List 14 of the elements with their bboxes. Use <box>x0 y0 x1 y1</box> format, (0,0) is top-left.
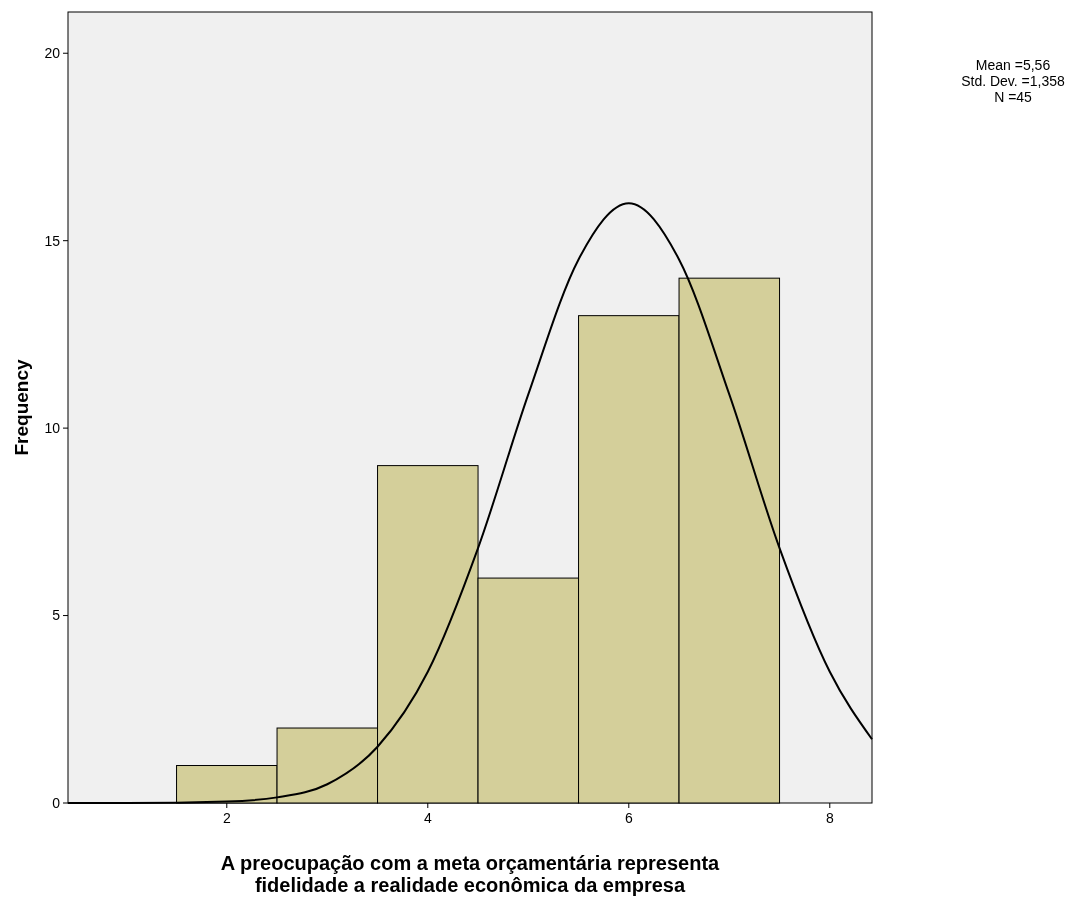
y-tick-label: 5 <box>52 607 61 624</box>
text: N =45 <box>994 89 1033 105</box>
x-tick-label: 6 <box>624 810 633 826</box>
y-tick-label: 0 <box>52 794 61 811</box>
y-axis-title: Frequency <box>11 359 32 456</box>
x-axis-title: A preocupação com a meta orçamentária representa fidelidade a realidade econômica da empresa <box>220 852 721 896</box>
y-tick-label: 20 <box>44 45 61 62</box>
text: Std. Dev. =1,358 <box>961 73 1066 89</box>
x-tick-label: 4 <box>423 810 432 826</box>
x-tick-label: 8 <box>825 810 834 826</box>
y-tick-label: 15 <box>44 232 61 249</box>
x-tick-label: 2 <box>222 810 231 826</box>
y-tick-label: 10 <box>44 420 61 437</box>
text: Mean =5,56 <box>975 57 1051 73</box>
